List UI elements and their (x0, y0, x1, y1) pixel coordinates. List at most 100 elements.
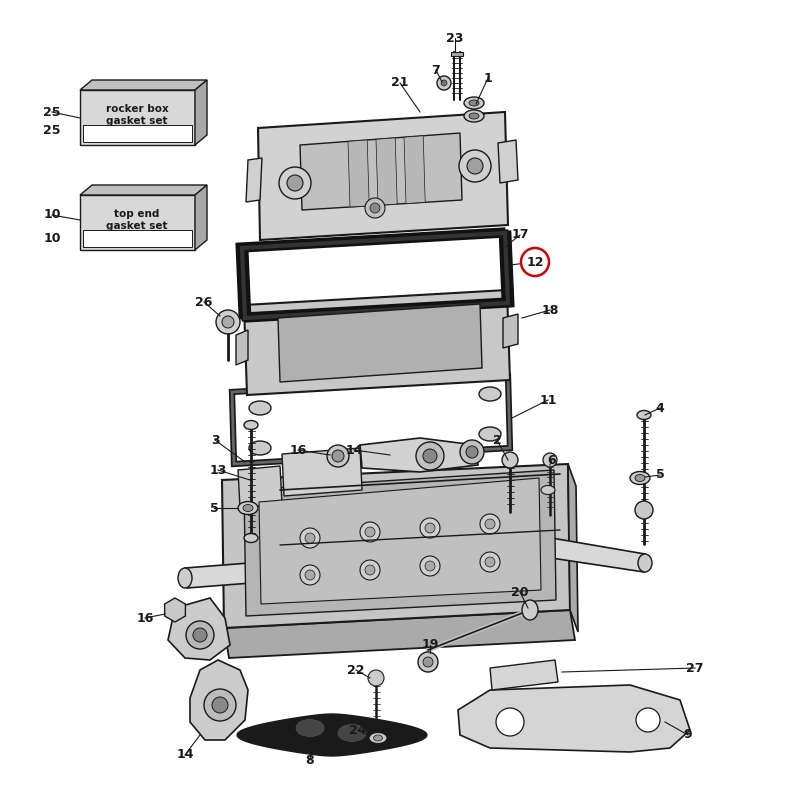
Text: 14: 14 (176, 749, 194, 762)
Text: 12: 12 (526, 255, 544, 269)
Circle shape (543, 453, 557, 467)
Text: 25: 25 (43, 123, 61, 137)
Text: 14: 14 (346, 443, 362, 457)
Circle shape (425, 561, 435, 571)
Polygon shape (185, 562, 264, 588)
Text: 6: 6 (548, 454, 556, 466)
Text: 26: 26 (195, 295, 213, 309)
Text: 4: 4 (656, 402, 664, 414)
Circle shape (222, 316, 234, 328)
Polygon shape (300, 133, 462, 210)
Polygon shape (246, 158, 262, 202)
Circle shape (416, 442, 444, 470)
Circle shape (437, 76, 451, 90)
Ellipse shape (244, 421, 258, 430)
Ellipse shape (238, 502, 258, 514)
Polygon shape (165, 598, 186, 622)
Polygon shape (237, 714, 427, 756)
Ellipse shape (479, 387, 501, 401)
Circle shape (480, 514, 500, 534)
Circle shape (368, 670, 384, 686)
Polygon shape (360, 438, 478, 472)
Circle shape (305, 570, 315, 580)
Polygon shape (259, 478, 541, 604)
Ellipse shape (635, 474, 645, 482)
Text: rocker box
gasket set: rocker box gasket set (106, 104, 168, 126)
Ellipse shape (244, 534, 258, 542)
Circle shape (423, 657, 433, 667)
Circle shape (420, 518, 440, 538)
Text: 3: 3 (210, 434, 219, 446)
Circle shape (370, 203, 380, 213)
Circle shape (193, 628, 207, 642)
Text: 18: 18 (542, 303, 558, 317)
Circle shape (418, 652, 438, 672)
Circle shape (441, 80, 447, 86)
Ellipse shape (638, 554, 652, 572)
Polygon shape (376, 138, 397, 206)
Circle shape (360, 560, 380, 580)
Polygon shape (258, 112, 508, 240)
Circle shape (521, 248, 549, 276)
Polygon shape (490, 660, 558, 690)
Text: 10: 10 (43, 231, 61, 245)
Polygon shape (451, 52, 463, 56)
Text: 11: 11 (539, 394, 557, 406)
Text: 16: 16 (136, 611, 154, 625)
Text: top end
gasket set: top end gasket set (106, 209, 168, 230)
Ellipse shape (243, 505, 253, 511)
Circle shape (485, 519, 495, 529)
Circle shape (305, 533, 315, 543)
Circle shape (186, 621, 214, 649)
Polygon shape (278, 304, 482, 382)
Circle shape (467, 158, 483, 174)
Polygon shape (222, 464, 570, 628)
Circle shape (420, 556, 440, 576)
Ellipse shape (469, 100, 479, 106)
Circle shape (279, 167, 311, 199)
Ellipse shape (178, 568, 192, 588)
Circle shape (327, 445, 349, 467)
Text: 9: 9 (684, 729, 692, 742)
Circle shape (204, 689, 236, 721)
Circle shape (485, 557, 495, 567)
Text: 8: 8 (306, 754, 314, 766)
Polygon shape (503, 314, 518, 348)
Circle shape (460, 440, 484, 464)
Text: 5: 5 (656, 469, 664, 482)
Text: 25: 25 (43, 106, 61, 118)
Polygon shape (244, 470, 556, 616)
Circle shape (365, 198, 385, 218)
Polygon shape (80, 90, 195, 145)
Circle shape (360, 522, 380, 542)
Polygon shape (498, 140, 518, 183)
Text: 19: 19 (422, 638, 438, 651)
Circle shape (423, 449, 437, 463)
Circle shape (425, 523, 435, 533)
Polygon shape (83, 125, 192, 142)
Polygon shape (80, 80, 207, 90)
Text: 16: 16 (290, 443, 306, 457)
Ellipse shape (522, 600, 538, 620)
Polygon shape (195, 185, 207, 250)
Polygon shape (404, 136, 426, 203)
Polygon shape (238, 466, 282, 508)
Ellipse shape (369, 733, 387, 743)
Circle shape (466, 446, 478, 458)
Polygon shape (348, 140, 370, 207)
Circle shape (636, 708, 660, 732)
Text: 1: 1 (484, 71, 492, 85)
Circle shape (332, 450, 344, 462)
Circle shape (480, 552, 500, 572)
Circle shape (496, 708, 524, 736)
Ellipse shape (249, 441, 271, 455)
Ellipse shape (637, 410, 651, 419)
Text: 2: 2 (493, 434, 502, 446)
Text: 23: 23 (446, 31, 464, 45)
Ellipse shape (630, 471, 650, 485)
Polygon shape (568, 464, 578, 632)
Ellipse shape (479, 427, 501, 441)
Ellipse shape (374, 735, 382, 741)
Polygon shape (236, 330, 248, 365)
Text: 5: 5 (210, 502, 218, 514)
